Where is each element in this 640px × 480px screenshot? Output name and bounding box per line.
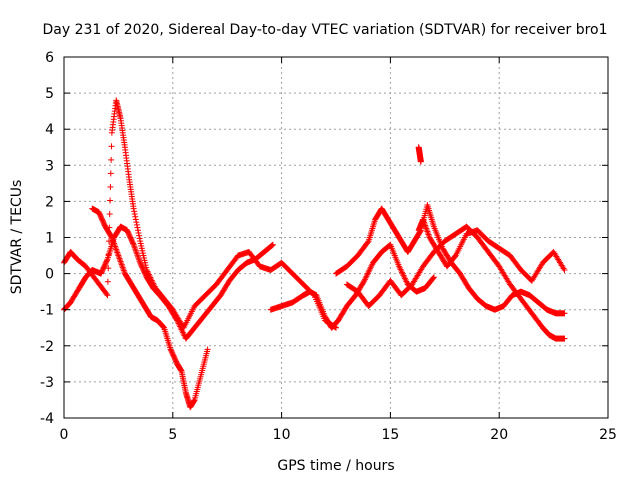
y-tick-label: 4	[45, 122, 54, 138]
data-point	[204, 346, 211, 353]
data-point	[417, 158, 424, 165]
data-point	[561, 335, 568, 342]
series-2	[61, 223, 276, 342]
x-tick-label: 15	[381, 427, 399, 443]
y-tick-label: 6	[45, 50, 54, 66]
series-3	[89, 205, 211, 411]
y-tick-label: 2	[45, 194, 54, 210]
data-point	[269, 241, 276, 248]
ticks-layer: 0 5 10 15 20 25 -4 -3 -2 -1 0 1 2 3 4 5 6	[40, 50, 617, 443]
grid-layer	[64, 57, 608, 418]
y-tick-label: -3	[40, 375, 54, 391]
series-1	[61, 97, 339, 331]
data-point	[561, 310, 568, 317]
x-tick-label: 25	[599, 427, 617, 443]
y-tick-label: -4	[40, 411, 54, 427]
y-tick-label: 0	[45, 267, 54, 283]
series-8	[415, 144, 424, 165]
x-tick-label: 20	[490, 427, 508, 443]
series-6	[343, 223, 568, 342]
x-tick-label: 10	[273, 427, 291, 443]
y-tick-label: -2	[40, 339, 54, 355]
series-7	[415, 216, 568, 284]
data-point	[430, 274, 437, 281]
x-tick-label: 0	[60, 427, 69, 443]
y-tick-label: 5	[45, 86, 54, 102]
data-point	[104, 292, 111, 299]
y-tick-label: 1	[45, 231, 54, 247]
x-tick-label: 5	[168, 427, 177, 443]
y-tick-label: -1	[40, 303, 54, 319]
y-tick-label: 3	[45, 158, 54, 174]
y-axis-label: SDTVAR / TECUs	[9, 180, 25, 295]
data-point	[561, 266, 568, 273]
chart-title: Day 231 of 2020, Sidereal Day-to-day VTE…	[42, 22, 607, 38]
data-point	[130, 205, 137, 212]
marks-layer	[61, 97, 568, 411]
x-axis-label: GPS time / hours	[277, 458, 394, 474]
